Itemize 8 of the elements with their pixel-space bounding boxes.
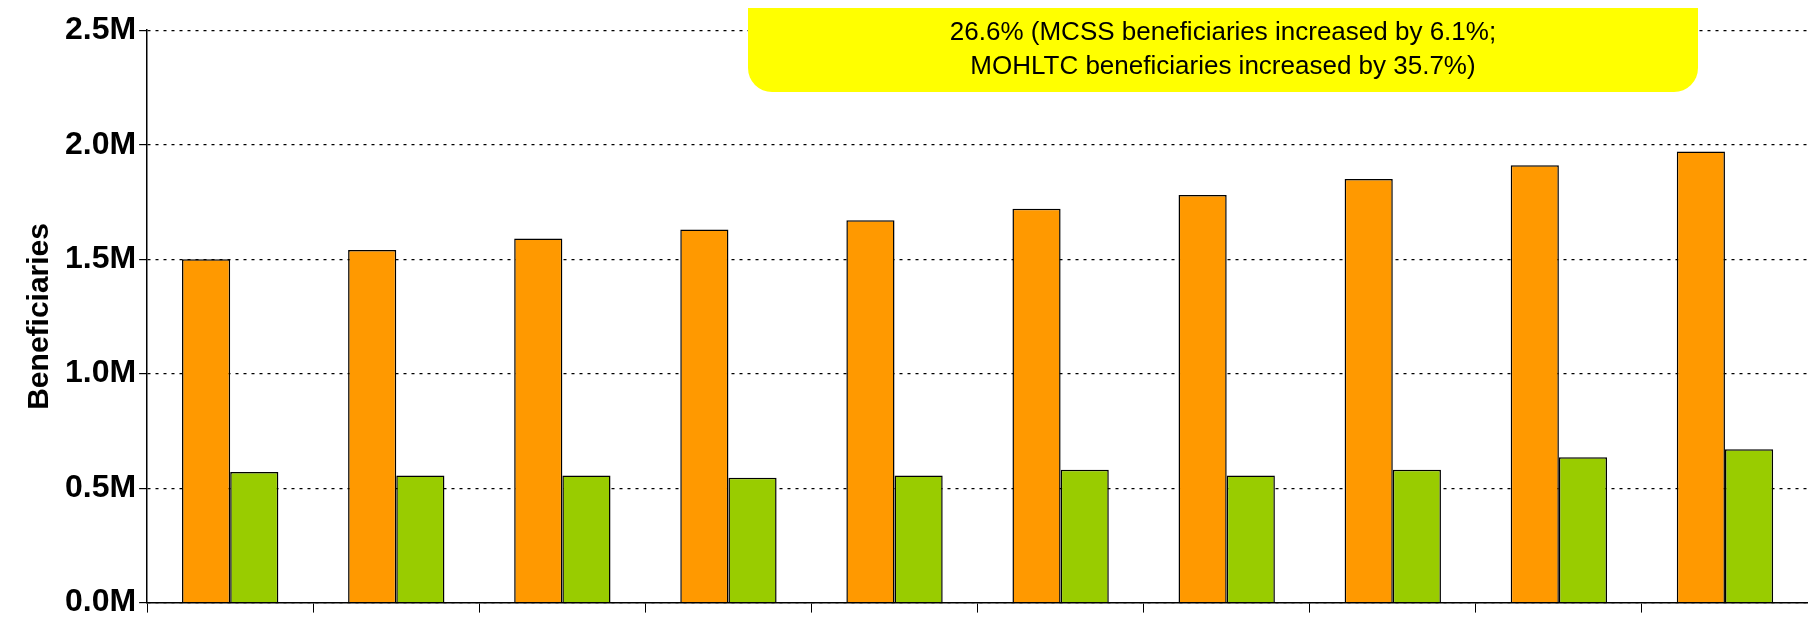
- y-tick-label: 1.5M: [65, 238, 137, 275]
- note-box: 26.6% (MCSS beneficiaries increased by 6.1%; MOHLTC beneficiaries increased by 35.7%): [748, 8, 1698, 92]
- y-tick-label: 0.0M: [65, 582, 137, 619]
- y-tick-label: 2.0M: [65, 124, 137, 161]
- y-tick-label: 0.5M: [65, 467, 137, 504]
- y-tick-label: 1.0M: [65, 353, 137, 390]
- y-axis-title: Beneficiaries: [21, 223, 55, 410]
- y-tick-label: 2.5M: [65, 10, 137, 47]
